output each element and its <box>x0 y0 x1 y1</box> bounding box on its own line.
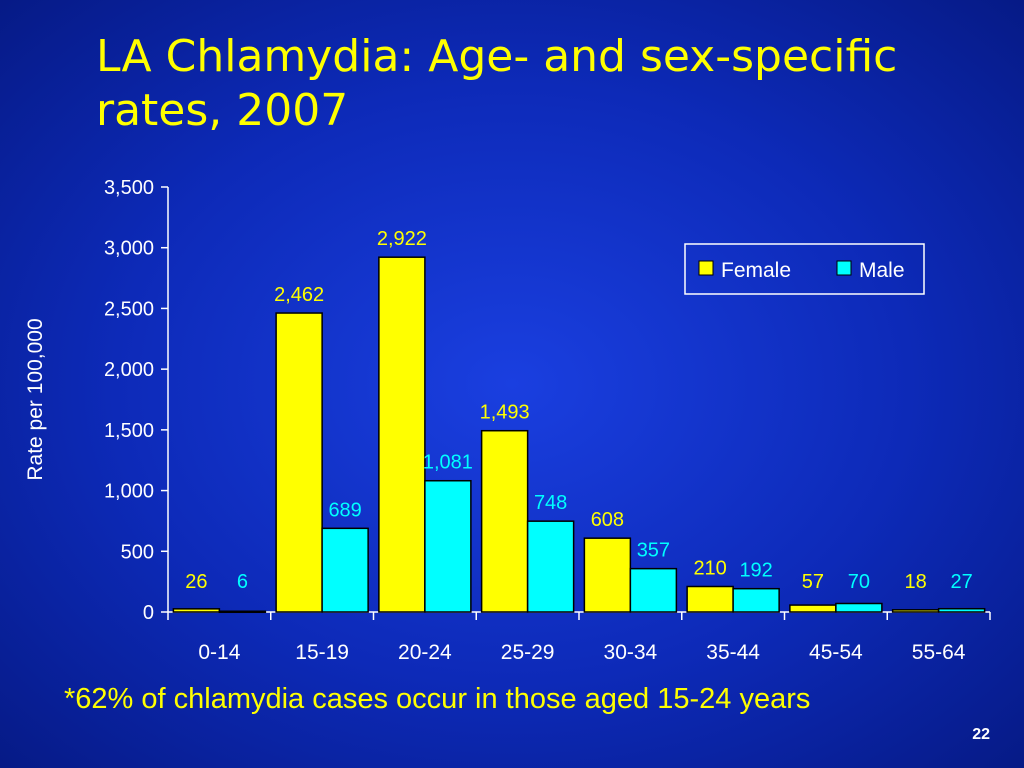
y-tick-label: 3,000 <box>104 238 154 260</box>
legend-box <box>684 243 925 295</box>
legend-swatch-female <box>698 260 714 276</box>
bar-male <box>835 602 883 613</box>
data-label-female: 57 <box>802 571 824 593</box>
bar-female <box>172 608 221 613</box>
data-label-male: 27 <box>951 571 973 593</box>
bar-male <box>526 520 575 613</box>
y-tick-label: 1,000 <box>104 481 154 503</box>
bar-female <box>480 429 529 613</box>
bar-female <box>891 609 940 613</box>
data-label-female: 608 <box>591 509 624 531</box>
bar-male <box>732 587 780 613</box>
y-tick-label: 0 <box>143 602 154 624</box>
data-label-male: 70 <box>848 571 870 593</box>
y-tick-label: 3,500 <box>104 177 154 199</box>
data-label-male: 748 <box>534 492 567 514</box>
bar-male <box>424 479 472 613</box>
data-label-female: 210 <box>693 558 726 580</box>
bar-male <box>321 527 369 613</box>
slide-title-line-2: rates, 2007 <box>96 85 349 136</box>
data-label-male: 689 <box>328 499 361 521</box>
data-label-male: 357 <box>637 540 670 562</box>
bar-female <box>789 604 837 613</box>
bar-female <box>686 585 734 613</box>
data-label-female: 2,462 <box>274 284 324 306</box>
data-label-female: 26 <box>185 571 207 593</box>
slide-title: LA Chlamydia: Age- and sex-specific rate… <box>96 30 976 138</box>
y-axis-title: Rate per 100,000 <box>24 318 47 480</box>
y-tick-label: 2,000 <box>104 359 154 381</box>
bar-female <box>583 537 632 613</box>
x-tick-label: 25-29 <box>501 641 555 664</box>
x-tick-label: 0-14 <box>198 641 240 664</box>
page-number: 22 <box>972 726 990 743</box>
x-tick-label: 30-34 <box>604 641 658 664</box>
bar-male <box>937 607 986 613</box>
x-tick-label: 55-64 <box>912 641 966 664</box>
legend-swatch-male <box>836 260 852 276</box>
legend-label-male: Male <box>859 259 905 282</box>
legend-label-female: Female <box>721 259 791 282</box>
bar-male <box>629 567 678 613</box>
data-label-female: 18 <box>905 571 927 593</box>
bar-male <box>218 610 267 614</box>
x-tick-label: 20-24 <box>398 641 452 664</box>
y-tick-label: 500 <box>121 541 154 563</box>
footnote: *62% of chlamydia cases occur in those a… <box>64 683 811 715</box>
data-label-male: 1,081 <box>423 452 473 474</box>
data-label-female: 2,922 <box>377 228 427 250</box>
data-label-female: 1,493 <box>480 402 530 424</box>
data-label-male: 192 <box>739 560 772 582</box>
x-tick-label: 45-54 <box>809 641 863 664</box>
bar-female <box>378 256 426 613</box>
data-label-male: 6 <box>237 571 248 593</box>
x-tick-label: 15-19 <box>295 641 349 664</box>
slide-title-line-1: LA Chlamydia: Age- and sex-specific <box>96 31 898 82</box>
y-tick-label: 1,500 <box>104 420 154 442</box>
bar-female <box>275 312 323 613</box>
y-tick-label: 2,500 <box>104 298 154 320</box>
x-tick-label: 35-44 <box>706 641 760 664</box>
